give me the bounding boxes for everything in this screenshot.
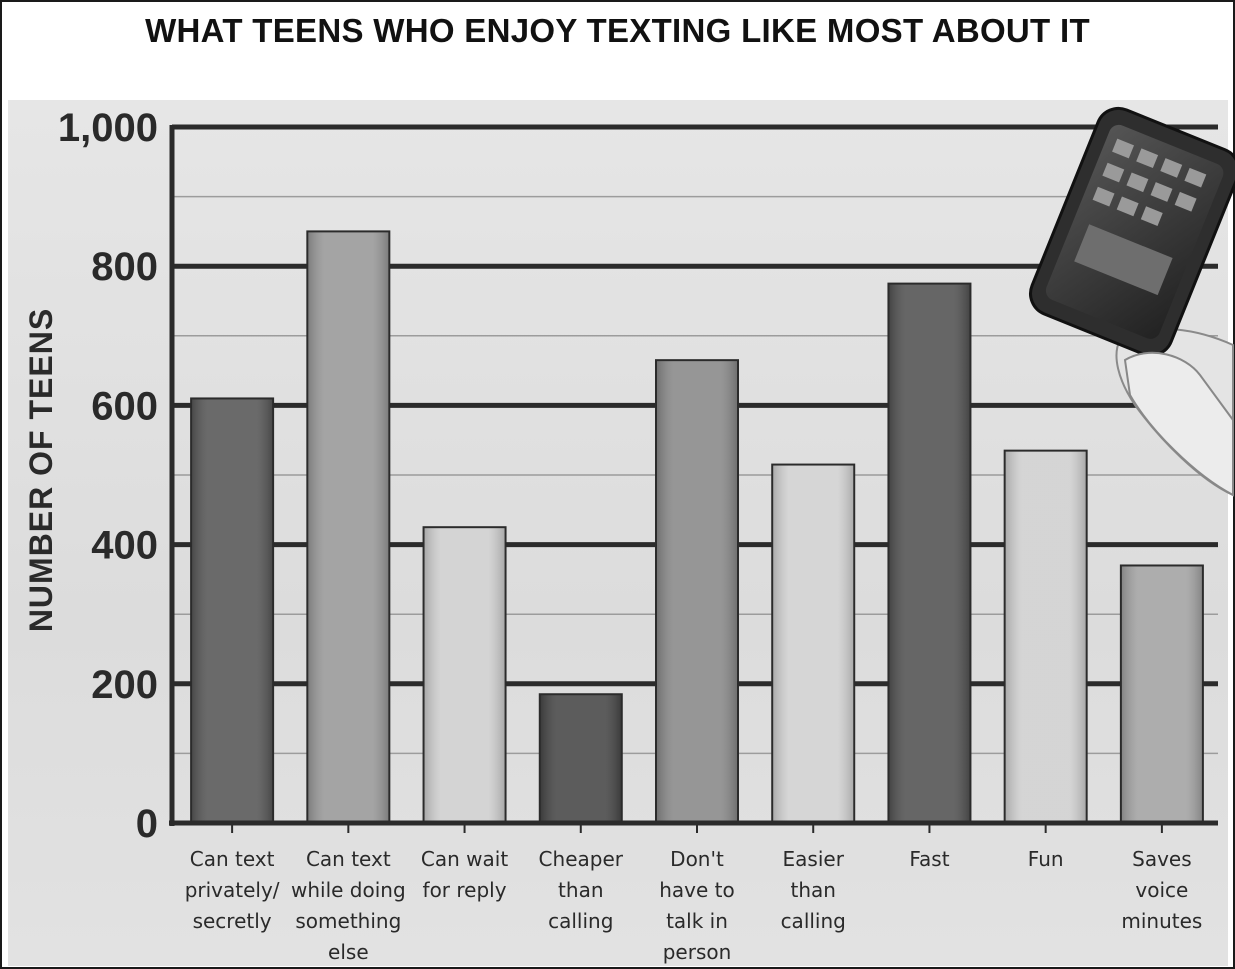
x-category-label-line: else — [328, 940, 369, 964]
x-category-label-line: than — [558, 878, 603, 902]
bar-shading — [540, 695, 621, 822]
x-category-label-line: secretly — [193, 909, 272, 933]
x-category-label: Can wait for reply — [421, 847, 508, 902]
bar-shading — [773, 465, 854, 822]
x-category-label-line: Fun — [1028, 847, 1064, 871]
y-tick-label: 400 — [91, 524, 158, 568]
x-category-label-line: Don't — [670, 847, 724, 871]
x-category-label-line: Fast — [909, 847, 949, 871]
y-tick-label: 600 — [91, 384, 158, 428]
x-category-label-line: privately/ — [185, 878, 280, 902]
x-category-label-line: Saves — [1132, 847, 1192, 871]
x-category-label-line: something — [295, 909, 401, 933]
x-category-label-line: Can text — [190, 847, 275, 871]
bar-shading — [308, 232, 389, 822]
x-category-label: Easier than calling — [781, 847, 846, 933]
x-category-label-line: Cheaper — [539, 847, 624, 871]
x-category-label: Can text while doing something else — [291, 847, 406, 964]
x-category-label-line: talk in — [666, 909, 728, 933]
bar-shading — [889, 284, 970, 823]
bar-shading — [192, 399, 273, 822]
y-tick-label: 0 — [136, 802, 158, 846]
bar-shading — [1121, 566, 1202, 822]
x-category-label-line: person — [663, 940, 732, 964]
x-category-label: Fast — [909, 847, 949, 871]
x-category-label-line: Can text — [306, 847, 391, 871]
x-category-label-line: Easier — [783, 847, 845, 871]
y-axis-label: NUMBER OF TEENS — [23, 308, 59, 632]
chart-title: WHAT TEENS WHO ENJOY TEXTING LIKE MOST A… — [145, 12, 1090, 49]
x-category-label-line: calling — [548, 909, 613, 933]
y-tick-label: 200 — [91, 663, 158, 707]
bar-shading — [1005, 451, 1086, 822]
x-category-label-line: have to — [659, 878, 735, 902]
x-category-label-line: while doing — [291, 878, 406, 902]
x-category-label-line: than — [790, 878, 835, 902]
y-tick-label: 1,000 — [58, 106, 158, 150]
phone-in-hand-illustration — [1029, 106, 1235, 497]
x-category-label-line: Can wait — [421, 847, 508, 871]
x-category-label: Fun — [1028, 847, 1064, 871]
x-category-label-line: calling — [781, 909, 846, 933]
x-category-label-line: for reply — [423, 878, 507, 902]
x-category-label: Cheaper than calling — [539, 847, 624, 933]
x-category-label-line: voice — [1135, 878, 1188, 902]
x-category-label-line: minutes — [1121, 909, 1202, 933]
bar-shading — [657, 361, 737, 822]
bar-shading — [424, 528, 505, 822]
x-category-label: Saves voice minutes — [1121, 847, 1202, 933]
y-tick-label: 800 — [91, 245, 158, 289]
x-category-label: Don't have to talk in person — [659, 847, 735, 964]
x-category-label: Can text privately/secretly — [185, 847, 280, 933]
